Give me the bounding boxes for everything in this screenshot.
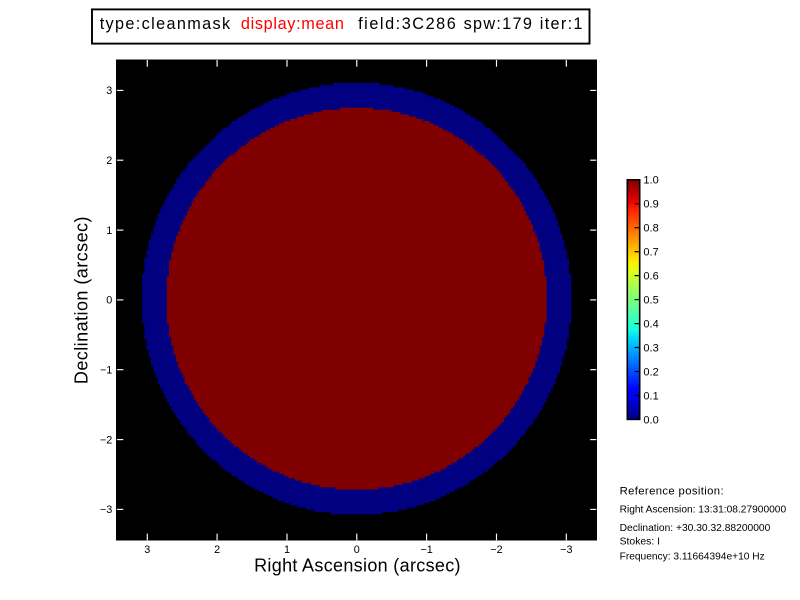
svg-text:2: 2 [106,155,112,167]
svg-text:0.1: 0.1 [643,390,658,402]
svg-text:−3: −3 [560,544,572,556]
svg-text:1: 1 [284,544,290,556]
svg-text:0.6: 0.6 [643,271,658,283]
svg-text:0.3: 0.3 [643,342,658,354]
svg-text:field:3C286: field:3C286 [358,15,457,33]
svg-text:0.2: 0.2 [643,366,658,378]
svg-text:−1: −1 [100,365,112,377]
svg-text:0.7: 0.7 [643,247,658,259]
svg-text:display:mean: display:mean [241,15,345,33]
svg-text:Right Ascension (arcsec): Right Ascension (arcsec) [254,555,461,575]
svg-text:0.4: 0.4 [643,319,658,331]
svg-text:−2: −2 [100,434,112,446]
svg-text:−3: −3 [100,504,112,516]
svg-text:0: 0 [106,295,112,307]
svg-text:1.0: 1.0 [643,175,658,187]
svg-text:Declination: +30.30.32.8820000: Declination: +30.30.32.88200000 [620,523,771,534]
svg-text:type:cleanmask: type:cleanmask [100,15,232,33]
svg-text:0.5: 0.5 [643,295,658,307]
svg-text:2: 2 [214,544,220,556]
svg-text:Declination (arcsec): Declination (arcsec) [72,216,92,384]
svg-text:0.9: 0.9 [643,199,658,211]
svg-text:spw:179: spw:179 [464,15,534,33]
svg-text:Right Ascension: 13:31:08.2790: Right Ascension: 13:31:08.27900000 [620,505,787,516]
svg-text:−2: −2 [490,544,502,556]
svg-text:Reference position:: Reference position: [620,486,724,498]
svg-text:−1: −1 [420,544,432,556]
svg-text:3: 3 [144,544,150,556]
svg-text:3: 3 [106,85,112,97]
svg-text:0.8: 0.8 [643,223,658,235]
svg-text:1: 1 [106,225,112,237]
svg-text:iter:1: iter:1 [540,15,584,33]
svg-text:Stokes: I: Stokes: I [620,536,660,547]
svg-text:Frequency: 3.11664394e+10 Hz: Frequency: 3.11664394e+10 Hz [620,552,765,563]
svg-text:0.0: 0.0 [643,414,658,426]
svg-text:0: 0 [354,544,360,556]
